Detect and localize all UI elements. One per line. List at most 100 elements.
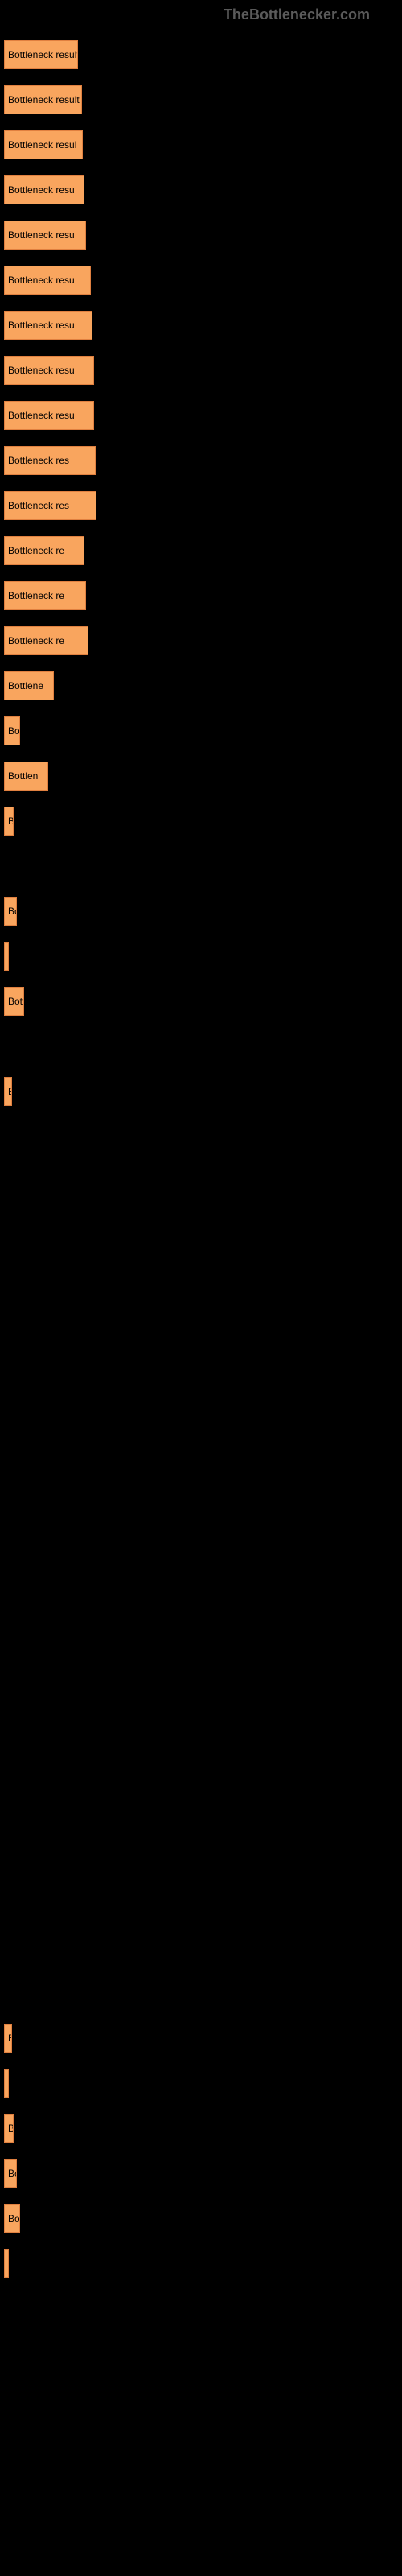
bar-row bbox=[4, 1835, 402, 1880]
bar: B bbox=[4, 2114, 14, 2143]
bar-row bbox=[4, 1926, 402, 1971]
bar-row: Bottleneck resu bbox=[4, 348, 402, 393]
bar-row: Bottleneck result bbox=[4, 77, 402, 122]
watermark-text: TheBottlenecker.com bbox=[224, 6, 370, 23]
bar-row: B bbox=[4, 2016, 402, 2061]
bar-label: B bbox=[8, 2123, 14, 2134]
bar-row: Bottleneck resu bbox=[4, 303, 402, 348]
bar-row: Bottleneck res bbox=[4, 438, 402, 483]
bar-row: Bott bbox=[4, 979, 402, 1024]
bar-label: Bottleneck result bbox=[8, 49, 78, 60]
bar-row bbox=[4, 1385, 402, 1430]
bar-label: Bottleneck res bbox=[8, 500, 69, 511]
bar-row: Bo bbox=[4, 2196, 402, 2241]
bar-label: Bottleneck re bbox=[8, 545, 64, 556]
bar-row bbox=[4, 1880, 402, 1926]
bar-row bbox=[4, 1114, 402, 1159]
bar: B bbox=[4, 807, 14, 836]
bar: B bbox=[4, 2024, 12, 2053]
bar: Bott bbox=[4, 987, 24, 1016]
bar-label: Bottleneck res bbox=[8, 455, 69, 466]
bar-label: Bo bbox=[8, 725, 20, 737]
bar-row bbox=[4, 1159, 402, 1204]
bar: Bottleneck resu bbox=[4, 266, 91, 295]
bar-label: Bo bbox=[8, 906, 17, 917]
bar-row bbox=[4, 1520, 402, 1565]
bar-row bbox=[4, 2061, 402, 2106]
bar-label: Bottleneck resu bbox=[8, 229, 75, 241]
bar: Bottleneck re bbox=[4, 581, 86, 610]
bar-row: Bottlene bbox=[4, 663, 402, 708]
bar-row: Bo bbox=[4, 889, 402, 934]
bar bbox=[4, 942, 9, 971]
bar-label: Bottleneck re bbox=[8, 590, 64, 601]
bar-label: B bbox=[8, 1086, 12, 1097]
bar-label: Bottleneck re bbox=[8, 635, 64, 646]
bar: Bottleneck res bbox=[4, 446, 96, 475]
bar: Bottleneck resu bbox=[4, 356, 94, 385]
bar-row bbox=[4, 1700, 402, 1745]
bar-row bbox=[4, 934, 402, 979]
bar-label: Bottleneck resul bbox=[8, 139, 76, 151]
bar: B bbox=[4, 1077, 12, 1106]
bar: Bottlene bbox=[4, 671, 54, 700]
bar-row bbox=[4, 1610, 402, 1655]
bar: Bottleneck result bbox=[4, 40, 78, 69]
bar-label: Bottleneck result bbox=[8, 94, 80, 105]
bar-row: Bottleneck resu bbox=[4, 393, 402, 438]
bar-row bbox=[4, 1340, 402, 1385]
bar-row bbox=[4, 1971, 402, 2016]
bar bbox=[4, 2069, 9, 2098]
bar: Bo bbox=[4, 897, 17, 926]
bar-row: Bottleneck resu bbox=[4, 167, 402, 213]
bar-row: Bottleneck re bbox=[4, 573, 402, 618]
bar-row: Bottleneck re bbox=[4, 528, 402, 573]
bar-row bbox=[4, 844, 402, 889]
bar: Bo bbox=[4, 2204, 20, 2233]
bar-row bbox=[4, 1430, 402, 1475]
bar-row: Bottlen bbox=[4, 753, 402, 799]
bar-label: B bbox=[8, 2033, 12, 2044]
bar-row bbox=[4, 1790, 402, 1835]
bar-row bbox=[4, 1249, 402, 1294]
bars-holder: Bottleneck result Bottleneck result Bottle… bbox=[4, 32, 402, 2286]
chart-container: Bottleneck result Bottleneck result Bottle… bbox=[0, 0, 402, 2318]
bar: Bottleneck resul bbox=[4, 130, 83, 159]
bar: Bottleneck resu bbox=[4, 175, 84, 204]
bar-row: B bbox=[4, 2106, 402, 2151]
bar: Bottleneck resu bbox=[4, 311, 92, 340]
bar-row: Bo bbox=[4, 2151, 402, 2196]
bar-label: Bottleneck resu bbox=[8, 320, 75, 331]
bar-label: Bottleneck resu bbox=[8, 184, 75, 196]
bar: Bottleneck resu bbox=[4, 221, 86, 250]
bar-row: B bbox=[4, 1069, 402, 1114]
bar-label: Bottlen bbox=[8, 770, 38, 782]
bar-row bbox=[4, 1745, 402, 1790]
bar-label: B bbox=[8, 815, 14, 827]
bar-label: Bottlene bbox=[8, 680, 43, 691]
bar-row bbox=[4, 1475, 402, 1520]
bar-label: Bottleneck resu bbox=[8, 365, 75, 376]
bar-row bbox=[4, 1655, 402, 1700]
bar-row bbox=[4, 1204, 402, 1249]
bar bbox=[4, 2249, 9, 2278]
bar-row bbox=[4, 2241, 402, 2286]
bar-row: Bottleneck re bbox=[4, 618, 402, 663]
bar-label: Bo bbox=[8, 2213, 20, 2224]
bar-row: Bottleneck resul bbox=[4, 122, 402, 167]
bar-row: Bo bbox=[4, 708, 402, 753]
bar-row: Bottleneck result bbox=[4, 32, 402, 77]
bar-row: B bbox=[4, 799, 402, 844]
bar-label: Bottleneck resu bbox=[8, 410, 75, 421]
bar-row bbox=[4, 1565, 402, 1610]
bar: Bottleneck res bbox=[4, 491, 96, 520]
bar-row: Bottleneck resu bbox=[4, 213, 402, 258]
bar-label: Bo bbox=[8, 2168, 17, 2179]
bar: Bottleneck re bbox=[4, 536, 84, 565]
bar-label: Bottleneck resu bbox=[8, 275, 75, 286]
bar: Bottleneck result bbox=[4, 85, 82, 114]
bar: Bo bbox=[4, 2159, 17, 2188]
bar-row: Bottleneck res bbox=[4, 483, 402, 528]
bar: Bottlen bbox=[4, 762, 48, 791]
bar-row: Bottleneck resu bbox=[4, 258, 402, 303]
